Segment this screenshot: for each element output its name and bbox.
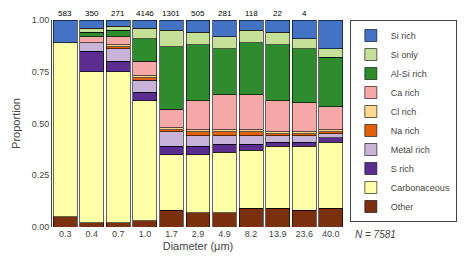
svg-text:13.9: 13.9 (269, 229, 287, 239)
svg-text:Si only: Si only (391, 50, 419, 60)
svg-text:1.7: 1.7 (165, 229, 178, 239)
svg-text:0.3: 0.3 (59, 229, 72, 239)
svg-text:4146: 4146 (136, 9, 154, 18)
svg-text:271: 271 (111, 9, 125, 18)
svg-text:1.0: 1.0 (139, 229, 152, 239)
svg-text:0.75: 0.75 (32, 67, 50, 77)
svg-text:505: 505 (191, 9, 205, 18)
svg-text:N = 7581: N = 7581 (355, 229, 396, 240)
svg-text:Al-Si rich: Al-Si rich (391, 69, 427, 79)
svg-text:Carbonaceous: Carbonaceous (391, 183, 450, 193)
svg-text:23.6: 23.6 (295, 229, 313, 239)
svg-text:8.2: 8.2 (245, 229, 258, 239)
svg-text:281: 281 (218, 9, 232, 18)
svg-text:2.9: 2.9 (192, 229, 205, 239)
svg-text:1.00: 1.00 (32, 15, 50, 25)
svg-text:Cl rich: Cl rich (391, 107, 417, 117)
svg-text:350: 350 (85, 9, 99, 18)
svg-text:Na rich: Na rich (391, 126, 420, 136)
svg-text:1301: 1301 (162, 9, 180, 18)
svg-text:583: 583 (58, 9, 72, 18)
svg-text:0.4: 0.4 (86, 229, 99, 239)
svg-text:118: 118 (245, 9, 258, 18)
svg-text:Diameter (μm): Diameter (μm) (163, 240, 234, 252)
svg-text:4: 4 (302, 9, 307, 18)
svg-text:Metal rich: Metal rich (391, 145, 430, 155)
svg-text:0.7: 0.7 (112, 229, 125, 239)
svg-text:0.00: 0.00 (32, 222, 50, 232)
svg-text:Other: Other (391, 202, 414, 212)
svg-text:22: 22 (273, 9, 282, 18)
svg-text:40.0: 40.0 (322, 229, 340, 239)
svg-text:Ca rich: Ca rich (391, 88, 420, 98)
svg-text:0.25: 0.25 (32, 170, 50, 180)
svg-text:Proportion: Proportion (10, 98, 22, 149)
svg-text:S rich: S rich (391, 164, 414, 174)
svg-text:Si rich: Si rich (391, 31, 416, 41)
svg-text:0.50: 0.50 (32, 119, 50, 129)
svg-text:4.9: 4.9 (218, 229, 231, 239)
